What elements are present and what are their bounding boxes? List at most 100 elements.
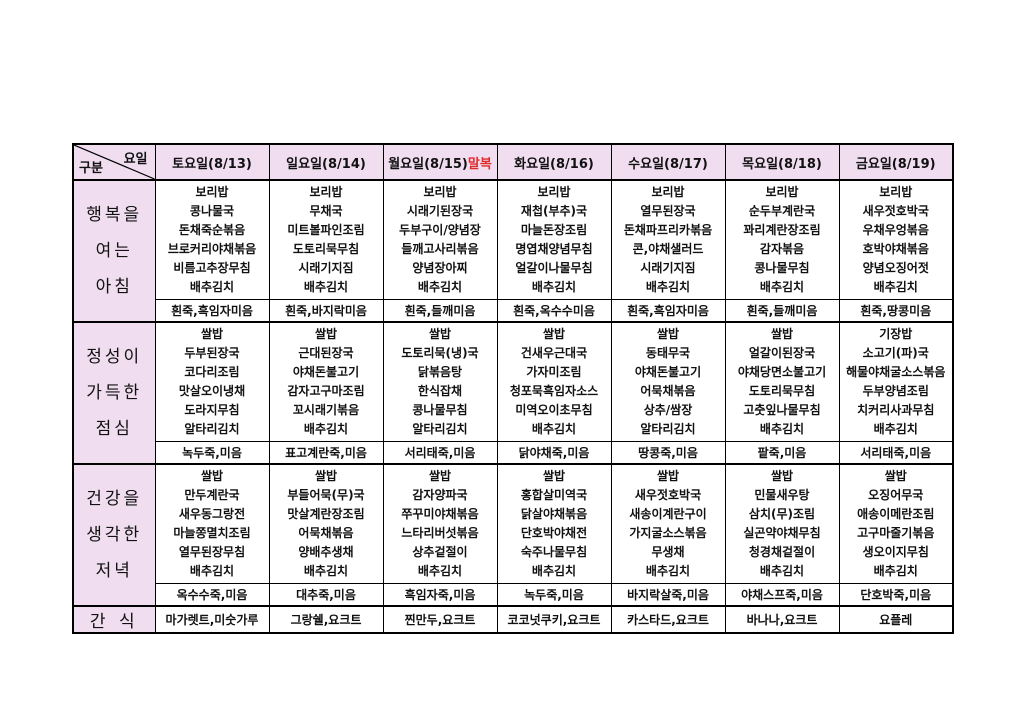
menu-item: 배추김치 bbox=[873, 422, 918, 436]
day-header: 일요일(8/14) bbox=[268, 143, 384, 181]
menu-item: 쌀밥 bbox=[428, 327, 452, 341]
menu-item: 쌀밥 bbox=[200, 469, 224, 483]
menu-item: 보리밥 bbox=[879, 185, 913, 199]
menu-item: 우채우엉볶음 bbox=[862, 223, 929, 237]
menu-item: 콩나물무침 bbox=[754, 261, 810, 275]
porridge-cell: 서리태죽,미음 bbox=[838, 441, 954, 465]
menu-cell: 쌀밥 건새우근대국 가자미조림 청포묵흑임자소스 미역오이초무침 배추김치 bbox=[496, 321, 612, 442]
snack-cell: 그랑쉘,요크트 bbox=[268, 605, 384, 634]
menu-item: 열무된장국 bbox=[640, 204, 696, 218]
menu-item: 열무된장무침 bbox=[178, 545, 246, 559]
menu-item: 쌀밥 bbox=[542, 469, 566, 483]
menu-item: 돈채죽순볶음 bbox=[178, 223, 246, 237]
menu-item: 생오이지무침 bbox=[862, 545, 929, 559]
menu-item: 배추김치 bbox=[531, 422, 577, 436]
menu-cell: 보리밥 새우젓호박국 우채우엉볶음 호박야채볶음 양념오징어젓 배추김치 bbox=[838, 179, 954, 300]
menu-item: 시래기지짐 bbox=[640, 261, 696, 275]
porridge-cell: 서리태죽,미음 bbox=[382, 441, 498, 465]
section-label-line: 행복을 bbox=[86, 205, 143, 225]
table-header: 요일 구분 토요일(8/13) 일요일(8/14) 월요일(8/15)말복 화요일(8/1… bbox=[72, 143, 954, 181]
porridge-cell: 대추죽,미음 bbox=[268, 583, 384, 607]
menu-item: 시래기된장국 bbox=[406, 204, 474, 218]
porridge-cell: 흑임자죽,미음 bbox=[382, 583, 498, 607]
menu-cell: 쌀밥 새우젓호박국 새송이계란구이 가지굴소스볶음 무생채 배추김치 bbox=[610, 463, 726, 584]
day-header: 화요일(8/16) bbox=[496, 143, 612, 181]
menu-item: 미역오이초무침 bbox=[515, 403, 593, 417]
porridge-cell: 녹두죽,미음 bbox=[496, 583, 612, 607]
menu-item: 야채돈불고기 bbox=[292, 365, 360, 379]
menu-item: 코다리조림 bbox=[184, 365, 240, 379]
menu-cell: 보리밥 무채국 미트볼파인조림 도토리묵무침 시래기지짐 배추김치 bbox=[268, 179, 384, 300]
menu-item: 양념오징어젓 bbox=[862, 261, 929, 275]
porridge-cell: 닭야채죽,미음 bbox=[496, 441, 612, 465]
menu-item: 비름고추장무침 bbox=[173, 261, 251, 275]
menu-item: 도토리묵무침 bbox=[292, 242, 360, 256]
menu-item: 쌀밥 bbox=[200, 327, 224, 341]
menu-item: 쌀밥 bbox=[656, 327, 680, 341]
snack-cell: 바나나,요크트 bbox=[724, 605, 840, 634]
menu-cell: 보리밥 콩나물국 돈채죽순볶음 브로커리야채볶음 비름고추장무침 배추김치 bbox=[154, 179, 270, 300]
day-header: 목요일(8/18) bbox=[724, 143, 840, 181]
section-menu-row: 건강을 생각한 저녁 쌀밥 만두계란국 새우동그랑전 마늘쫑멸치조림 열무된장무침 배추김치 쌀밥… bbox=[72, 463, 954, 607]
menu-item: 어묵채볶음 bbox=[298, 526, 354, 540]
menu-item: 배추김치 bbox=[417, 564, 463, 578]
porridge-cell: 흰죽,들깨미음 bbox=[724, 299, 840, 323]
menu-cell: 쌀밥 얼갈이된장국 야채당면소불고기 도토리묵무침 고춧잎나물무침 배추김치 bbox=[724, 321, 840, 442]
menu-item: 두부구이/양념장 bbox=[399, 223, 481, 237]
menu-item: 근대된장국 bbox=[298, 346, 354, 360]
menu-item: 브로커리야채볶음 bbox=[167, 242, 257, 256]
menu-item: 감자양파국 bbox=[412, 488, 468, 502]
menu-cell: 쌀밥 감자양파국 쭈꾸미야채볶음 느타리버섯볶음 상추겉절이 배추김치 bbox=[382, 463, 498, 584]
menu-item: 가자미조림 bbox=[526, 365, 582, 379]
menu-item: 쌀밥 bbox=[314, 469, 338, 483]
menu-item: 배추김치 bbox=[531, 564, 577, 578]
menu-cell: 쌀밥 동태무국 야채돈불고기 어묵채볶음 상추/쌈장 알타리김치 bbox=[610, 321, 726, 442]
section-label: 정성이 가득한 점심 bbox=[72, 321, 156, 465]
day-header: 금요일(8/19) bbox=[838, 143, 954, 181]
day-header-label: 금요일(8/19) bbox=[855, 156, 936, 172]
menu-item: 꼬시래기볶음 bbox=[292, 403, 360, 417]
menu-item: 알타리김치 bbox=[412, 422, 468, 436]
menu-item: 배추김치 bbox=[759, 280, 805, 294]
porridge-cell: 바지락살죽,미음 bbox=[610, 583, 726, 607]
menu-cell: 쌀밥 만두계란국 새우동그랑전 마늘쫑멸치조림 열무된장무침 배추김치 bbox=[154, 463, 270, 584]
day-header-label: 목요일(8/18) bbox=[742, 156, 822, 172]
porridge-cell: 흰죽,땅콩미음 bbox=[838, 299, 954, 323]
menu-item: 쌀밥 bbox=[314, 327, 338, 341]
section-label-line: 아침 bbox=[95, 277, 133, 297]
section-label: 건강을 생각한 저녁 bbox=[72, 463, 156, 607]
menu-item: 두부양념조림 bbox=[862, 384, 929, 398]
menu-item: 콩나물무침 bbox=[412, 403, 468, 417]
menu-item: 배추김치 bbox=[873, 280, 918, 294]
menu-item: 배추김치 bbox=[759, 422, 805, 436]
menu-item: 쌀밥 bbox=[770, 469, 794, 483]
day-header-label: 일요일(8/14) bbox=[286, 156, 366, 172]
menu-item: 보리밥 bbox=[309, 185, 343, 199]
menu-item: 야채돈불고기 bbox=[634, 365, 702, 379]
section-label-line: 생각한 bbox=[86, 525, 143, 545]
menu-item: 배추김치 bbox=[417, 280, 463, 294]
menu-item: 홍합살미역국 bbox=[520, 488, 588, 502]
menu-item: 청포묵흑임자소스 bbox=[509, 384, 599, 398]
menu-item: 소고기(파)국 bbox=[862, 346, 929, 360]
menu-item: 명엽채양념무침 bbox=[515, 242, 593, 256]
menu-item: 쌀밥 bbox=[770, 327, 794, 341]
menu-item: 콩나물국 bbox=[189, 204, 235, 218]
menu-item: 보리밥 bbox=[195, 185, 229, 199]
day-header-label: 월요일(8/15) bbox=[388, 156, 468, 172]
menu-item: 어묵채볶음 bbox=[640, 384, 696, 398]
snack-label: 간 식 bbox=[72, 605, 156, 634]
menu-item: 새우젓호박국 bbox=[862, 204, 929, 218]
meal-plan-table: 요일 구분 토요일(8/13) 일요일(8/14) 월요일(8/15)말복 화요일(8/1… bbox=[72, 143, 954, 634]
day-header: 수요일(8/17) bbox=[610, 143, 726, 181]
menu-item: 시래기지짐 bbox=[298, 261, 354, 275]
menu-item: 맛살계란장조림 bbox=[287, 507, 365, 521]
menu-item: 새우젓호박국 bbox=[634, 488, 702, 502]
menu-item: 알타리김치 bbox=[640, 422, 696, 436]
menu-item: 보리밥 bbox=[537, 185, 571, 199]
section-label: 행복을 여는 아침 bbox=[72, 179, 156, 323]
menu-item: 쭈꾸미야채볶음 bbox=[401, 507, 479, 521]
porridge-cell: 팥죽,미음 bbox=[724, 441, 840, 465]
